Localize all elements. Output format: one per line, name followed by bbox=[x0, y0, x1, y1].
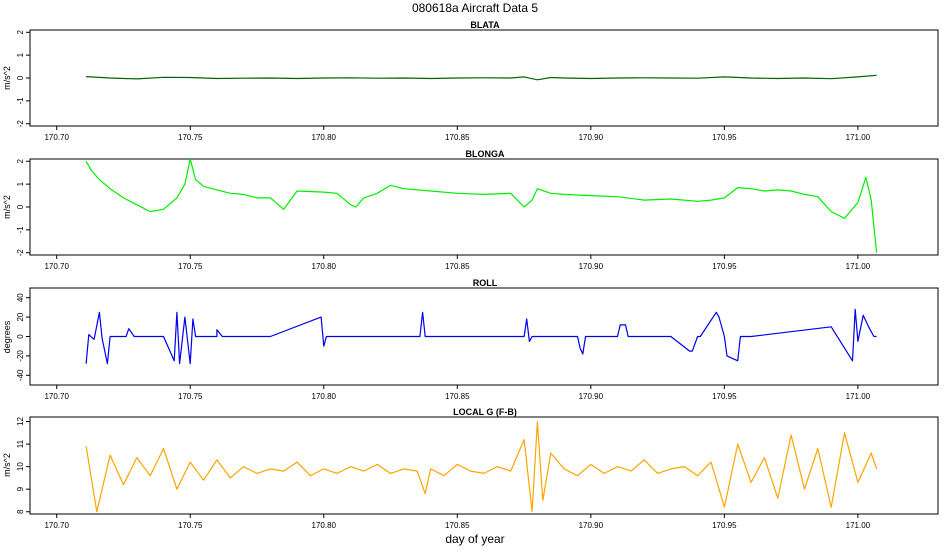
series-line bbox=[85, 308, 877, 365]
x-tick-label: 170.80 bbox=[312, 392, 337, 401]
x-tick-label: 170.95 bbox=[712, 133, 737, 142]
x-tick-label: 171.00 bbox=[846, 521, 871, 530]
panel-title: BLONGA bbox=[466, 149, 505, 159]
figure-title: 080618a Aircraft Data 5 bbox=[412, 1, 538, 15]
x-axis-label: day of year bbox=[445, 532, 504, 546]
x-tick-label: 170.75 bbox=[178, 133, 203, 142]
x-tick-label: 170.70 bbox=[44, 262, 69, 271]
x-tick-label: 170.95 bbox=[712, 392, 737, 401]
x-tick-label: 170.70 bbox=[44, 133, 69, 142]
y-tick-label: 40 bbox=[16, 293, 25, 302]
y-tick-label: 12 bbox=[16, 417, 25, 426]
x-tick-label: 170.80 bbox=[312, 521, 337, 530]
y-axis-label: m/s^2 bbox=[2, 453, 12, 477]
y-tick-label: 2 bbox=[16, 30, 25, 35]
x-tick-label: 170.70 bbox=[44, 392, 69, 401]
y-tick-label: -40 bbox=[16, 369, 25, 381]
panel-title: BLATA bbox=[470, 20, 500, 30]
plot-frame bbox=[29, 416, 939, 515]
x-tick-label: 171.00 bbox=[846, 262, 871, 271]
x-tick-label: 170.75 bbox=[178, 262, 203, 271]
y-tick-label: 2 bbox=[16, 159, 25, 164]
plot-marks: 170.70 170.75 170.80 170.85 170.90 170.95 171.… bbox=[16, 417, 878, 530]
x-tick-label: 170.85 bbox=[445, 262, 470, 271]
y-tick-label: 0 bbox=[16, 334, 25, 339]
y-tick-label: -1 bbox=[16, 97, 25, 105]
panel-blata: BLATA m/s^2 170.70 170.75 170.80 170.85 170.… bbox=[2, 20, 939, 142]
y-tick-label: 1 bbox=[16, 181, 25, 186]
x-tick-label: 170.70 bbox=[44, 521, 69, 530]
y-axis-label: m/s^2 bbox=[2, 66, 12, 90]
y-tick-label: 8 bbox=[16, 509, 25, 514]
panel-local-g: LOCAL G (F-B) m/s^2 170.70 170.75 170.80 17… bbox=[2, 407, 939, 530]
plot-marks: 170.70 170.75 170.80 170.85 170.90 170.95 171.… bbox=[16, 30, 877, 142]
x-tick-label: 170.95 bbox=[712, 521, 737, 530]
plot-marks: 170.70 170.75 170.80 170.85 170.90 170.95 171.… bbox=[16, 293, 877, 401]
x-tick-label: 170.85 bbox=[445, 133, 470, 142]
x-tick-label: 170.75 bbox=[178, 521, 203, 530]
x-tick-label: 170.90 bbox=[579, 133, 604, 142]
x-tick-label: 170.90 bbox=[579, 262, 604, 271]
series-line bbox=[85, 159, 878, 253]
y-tick-label: 0 bbox=[16, 204, 25, 209]
y-tick-label: 10 bbox=[16, 462, 25, 471]
y-axis-label: m/s^2 bbox=[2, 195, 12, 219]
y-tick-label: 9 bbox=[16, 486, 25, 491]
y-tick-label: 20 bbox=[16, 312, 25, 321]
x-tick-label: 170.90 bbox=[579, 521, 604, 530]
x-tick-label: 170.90 bbox=[579, 392, 604, 401]
y-tick-label: 0 bbox=[16, 75, 25, 80]
x-tick-label: 170.80 bbox=[312, 262, 337, 271]
series-line bbox=[86, 74, 877, 81]
panel-roll: ROLL degrees 170.70 170.75 170.80 170.85 170… bbox=[2, 278, 939, 401]
plot-marks: 170.70 170.75 170.80 170.85 170.90 170.95 171.… bbox=[16, 159, 878, 271]
x-tick-label: 170.95 bbox=[712, 262, 737, 271]
series-line bbox=[85, 420, 878, 513]
panel-blonga: BLONGA m/s^2 170.70 170.75 170.80 170.85 170… bbox=[2, 149, 939, 271]
x-tick-label: 171.00 bbox=[846, 133, 871, 142]
x-tick-label: 170.75 bbox=[178, 392, 203, 401]
x-tick-label: 170.85 bbox=[445, 392, 470, 401]
y-tick-label: -1 bbox=[16, 226, 25, 234]
y-tick-label: 11 bbox=[16, 439, 25, 448]
y-tick-label: -2 bbox=[16, 120, 25, 128]
y-tick-label: -2 bbox=[16, 249, 25, 257]
x-tick-label: 170.80 bbox=[312, 133, 337, 142]
y-axis-label: degrees bbox=[2, 320, 12, 353]
x-tick-label: 171.00 bbox=[846, 392, 871, 401]
y-tick-label: -20 bbox=[16, 350, 25, 362]
x-tick-label: 170.85 bbox=[445, 521, 470, 530]
y-tick-label: 1 bbox=[16, 52, 25, 57]
panel-title: ROLL bbox=[473, 278, 498, 288]
panel-title: LOCAL G (F-B) bbox=[453, 407, 517, 417]
